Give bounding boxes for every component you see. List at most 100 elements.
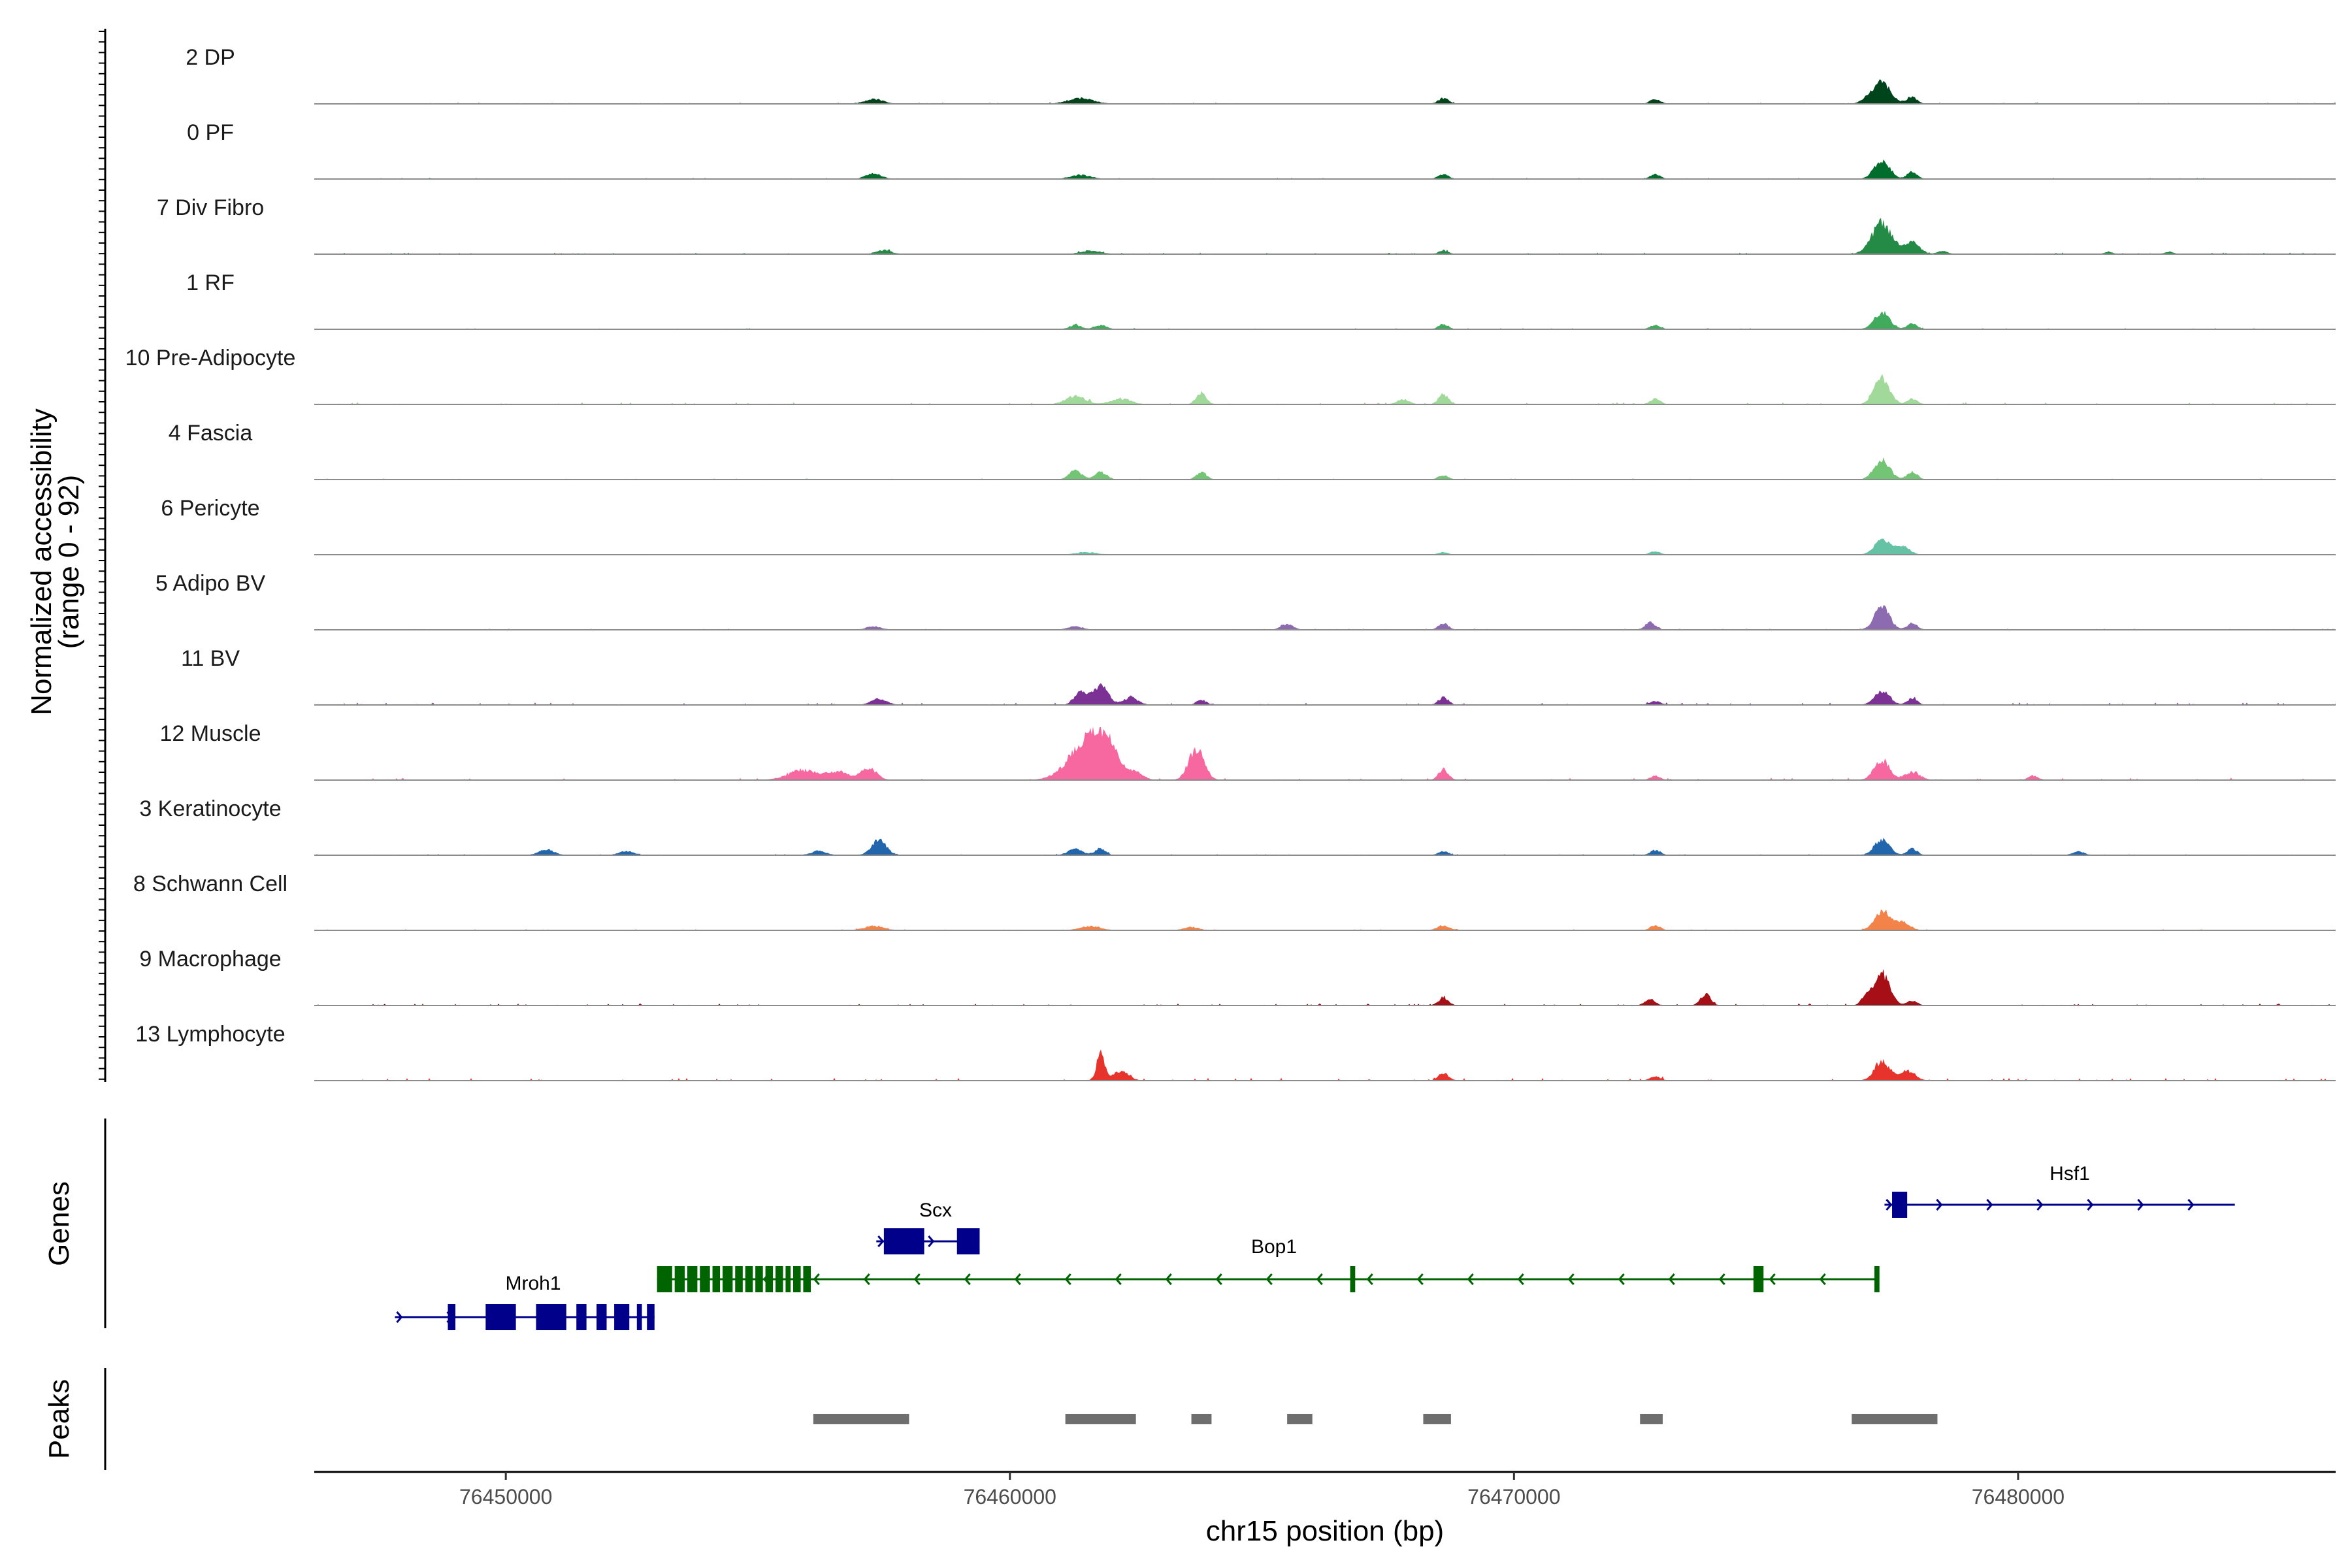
strand-arrow bbox=[1416, 1273, 1424, 1285]
gene-exon bbox=[785, 1266, 791, 1292]
track-14: 13 Lymphocyte bbox=[135, 1022, 2336, 1081]
gene-exon bbox=[1350, 1266, 1356, 1292]
track-5: 10 Pre-Adipocyte bbox=[125, 346, 2336, 405]
strand-arrow bbox=[2036, 1199, 2044, 1211]
coverage-area bbox=[314, 159, 2336, 179]
strand-arrow bbox=[1668, 1273, 1675, 1285]
coverage-area bbox=[314, 909, 2336, 930]
gene-exon bbox=[883, 1228, 924, 1254]
x-tick-label: 76480000 bbox=[1972, 1485, 2065, 1509]
track-2: 0 PF bbox=[187, 120, 2336, 180]
coverage-area bbox=[314, 683, 2336, 705]
gene-exon bbox=[712, 1266, 721, 1292]
strand-arrow bbox=[1266, 1273, 1273, 1285]
strand-arrow bbox=[1366, 1273, 1373, 1285]
gene-exon bbox=[792, 1266, 801, 1292]
gene-exon bbox=[956, 1228, 980, 1254]
y-axis-title-line2: (range 0 - 92) bbox=[53, 475, 85, 649]
track-label: 6 Pericyte bbox=[161, 496, 259, 521]
strand-arrow bbox=[877, 1235, 885, 1247]
strand-arrow bbox=[2087, 1199, 2094, 1211]
y-axis-ticks bbox=[99, 31, 105, 1080]
coverage-area bbox=[314, 838, 2336, 855]
gene-label: Hsf1 bbox=[2050, 1163, 2090, 1184]
strand-arrow bbox=[1467, 1273, 1474, 1285]
strand-arrow bbox=[1819, 1273, 1826, 1285]
gene-exon bbox=[765, 1266, 774, 1292]
x-axis-title: chr15 position (bp) bbox=[1206, 1515, 1444, 1547]
gene-exon bbox=[803, 1266, 811, 1292]
y-axis-title-line1: Normalized accessibility bbox=[25, 408, 57, 715]
gene-exon bbox=[735, 1266, 743, 1292]
track-6: 4 Fascia bbox=[169, 421, 2336, 480]
gene-exon bbox=[1892, 1192, 1908, 1218]
strand-arrow bbox=[1567, 1273, 1575, 1285]
strand-arrow bbox=[396, 1311, 403, 1323]
track-label: 9 Macrophage bbox=[139, 947, 281, 972]
track-label: 1 RF bbox=[186, 270, 235, 295]
gene-exon bbox=[1753, 1266, 1764, 1292]
gene-bop1: Bop1 bbox=[657, 1236, 1880, 1292]
track-label: 8 Schwann Cell bbox=[133, 872, 287, 896]
strand-arrow bbox=[1769, 1273, 1776, 1285]
track-label: 11 BV bbox=[181, 646, 240, 671]
gene-track: Mroh1 Bop1 Scx Hsf1 bbox=[395, 1163, 2235, 1330]
coverage-area bbox=[314, 218, 2336, 254]
genes-panel-label: Genes bbox=[43, 1181, 75, 1266]
peak-region bbox=[813, 1414, 909, 1424]
track-10: 12 Muscle bbox=[160, 721, 2336, 781]
peak-region bbox=[1852, 1414, 1938, 1424]
strand-arrow bbox=[928, 1235, 935, 1247]
track-8: 5 Adipo BV bbox=[155, 571, 2336, 630]
x-tick-label: 76460000 bbox=[964, 1485, 1056, 1509]
gene-exon bbox=[647, 1304, 655, 1330]
track-label: 7 Div Fibro bbox=[157, 195, 264, 220]
strand-arrow bbox=[2187, 1199, 2195, 1211]
track-label: 10 Pre-Adipocyte bbox=[125, 346, 296, 370]
peak-track bbox=[813, 1414, 1938, 1424]
strand-arrow bbox=[863, 1273, 870, 1285]
gene-exon bbox=[596, 1304, 607, 1330]
strand-arrow bbox=[1517, 1273, 1524, 1285]
strand-arrow bbox=[1014, 1273, 1021, 1285]
gene-exon bbox=[755, 1266, 763, 1292]
coverage-area bbox=[314, 310, 2336, 329]
coverage-area bbox=[314, 374, 2336, 404]
peak-region bbox=[1640, 1414, 1663, 1424]
strand-arrow bbox=[1115, 1273, 1122, 1285]
coverage-area bbox=[314, 727, 2336, 780]
peak-region bbox=[1287, 1414, 1313, 1424]
strand-arrow bbox=[964, 1273, 971, 1285]
strand-arrow bbox=[1886, 1199, 1893, 1211]
gene-exon bbox=[1874, 1266, 1880, 1292]
strand-arrow bbox=[1215, 1273, 1222, 1285]
peaks-panel-label: Peaks bbox=[43, 1379, 75, 1459]
gene-exon bbox=[775, 1266, 783, 1292]
strand-arrow bbox=[1986, 1199, 1993, 1211]
track-7: 6 Pericyte bbox=[161, 496, 2336, 555]
gene-exon bbox=[657, 1266, 672, 1292]
x-tick-label: 76450000 bbox=[459, 1485, 552, 1509]
strand-arrow bbox=[1165, 1273, 1172, 1285]
coverage-area bbox=[314, 1049, 2336, 1081]
gene-scx: Scx bbox=[876, 1200, 980, 1254]
track-label: 5 Adipo BV bbox=[155, 571, 266, 596]
peak-region bbox=[1065, 1414, 1136, 1424]
peak-region bbox=[1423, 1414, 1451, 1424]
track-9: 11 BV bbox=[181, 646, 2336, 706]
track-11: 3 Keratinocyte bbox=[139, 796, 2336, 856]
gene-exon bbox=[687, 1266, 698, 1292]
gene-hsf1: Hsf1 bbox=[1884, 1163, 2235, 1218]
coverage-area bbox=[314, 457, 2336, 480]
strand-arrow bbox=[1718, 1273, 1725, 1285]
coverage-area bbox=[314, 605, 2336, 630]
gene-exon bbox=[722, 1266, 733, 1292]
strand-arrow bbox=[813, 1273, 820, 1285]
x-axis-ticks: 76450000 76460000 76470000 76480000 bbox=[459, 1472, 2065, 1509]
track-label: 2 DP bbox=[186, 45, 235, 70]
gene-exon bbox=[614, 1304, 630, 1330]
gene-exon bbox=[448, 1304, 456, 1330]
track-label: 3 Keratinocyte bbox=[139, 796, 281, 821]
gene-mroh1: Mroh1 bbox=[395, 1273, 655, 1330]
